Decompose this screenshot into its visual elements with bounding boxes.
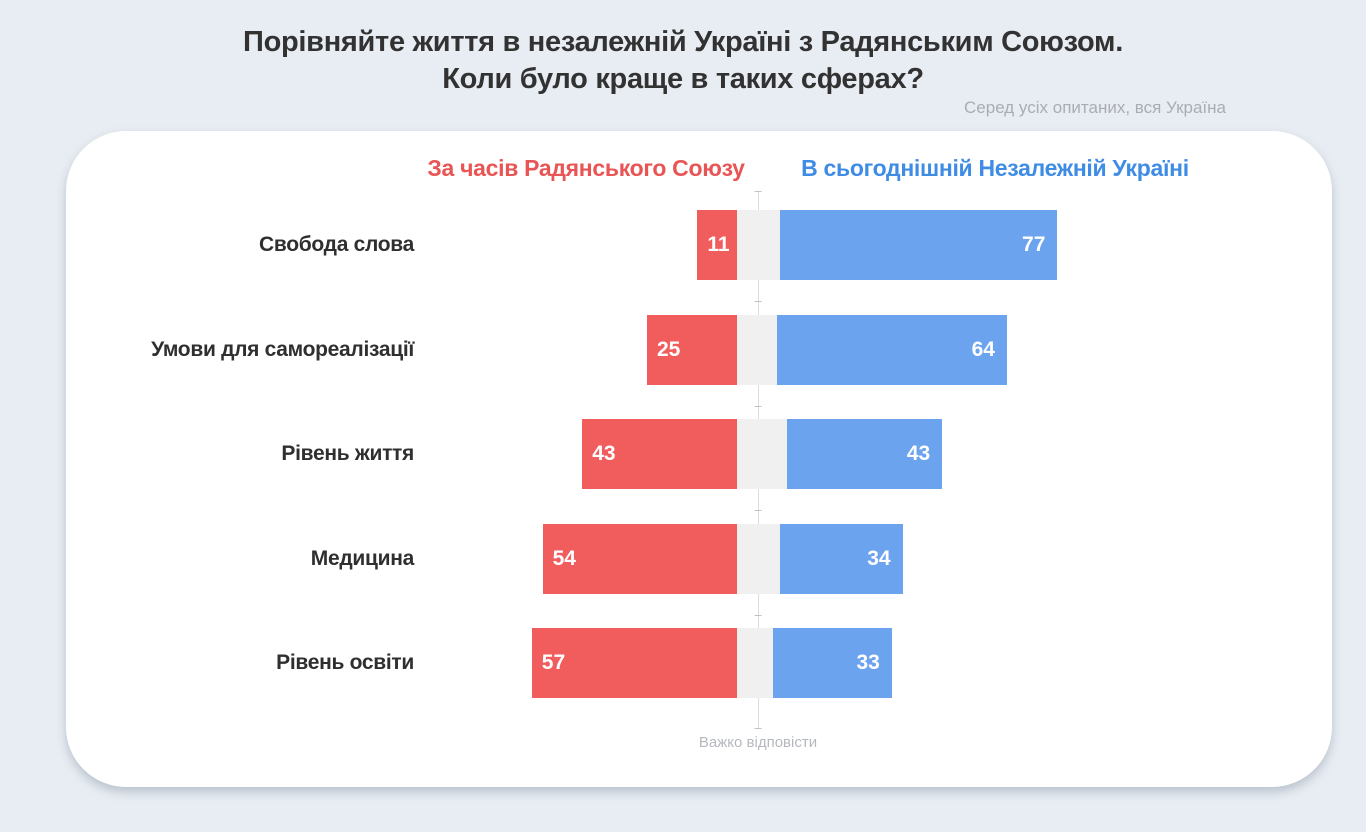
- ukraine-value: 33: [856, 651, 880, 674]
- axis-tick: [754, 405, 762, 407]
- center-axis-label: Важко відповісти: [698, 734, 818, 751]
- soviet-value: 25: [657, 337, 681, 361]
- ukraine-bar: 34: [780, 523, 903, 594]
- soviet-value: 57: [541, 651, 566, 674]
- chart-subtitle: Серед усіх опитаних, вся Україна: [964, 98, 1226, 117]
- chart-title-line1: Порівняйте життя в незалежній Україні з …: [243, 26, 1123, 58]
- soviet-value: 43: [592, 442, 616, 465]
- ukraine-value: 77: [1022, 233, 1046, 256]
- category-label: Свобода слова: [259, 233, 414, 256]
- soviet-bar: 25: [647, 314, 737, 385]
- neutral-gap-segment: [737, 419, 788, 489]
- plot-area: Важко відповісти Свобода слова 11 77 Умови …: [66, 131, 1332, 787]
- chart-card: За часів Радянського Союзу В сьогоднішні…: [66, 131, 1332, 787]
- chart-title: Порівняйте життя в незалежній Україні з …: [0, 24, 1366, 98]
- neutral-gap-segment: [737, 314, 777, 385]
- category-label: Рівень освіти: [276, 651, 414, 674]
- ukraine-bar: 77: [780, 210, 1058, 280]
- soviet-bar: 57: [531, 628, 737, 698]
- category-label: Умови для самореалізації: [151, 337, 414, 361]
- ukraine-value: 64: [971, 337, 995, 361]
- soviet-value: 54: [552, 546, 576, 570]
- axis-tick: [754, 728, 762, 729]
- legend-soviet-label: За часів Радянського Союзу: [427, 155, 745, 181]
- axis-tick: [754, 510, 762, 511]
- category-label: Рівень життя: [281, 442, 414, 465]
- ukraine-value: 34: [867, 546, 891, 570]
- axis-tick: [754, 301, 762, 302]
- axis-tick: [754, 614, 762, 616]
- soviet-bar: 54: [542, 523, 737, 594]
- legend-ukraine-label: В сьогоднішній Незалежній Україні: [801, 155, 1189, 181]
- axis-tick: [754, 191, 762, 192]
- soviet-bar: 43: [582, 419, 737, 489]
- neutral-gap-segment: [737, 210, 781, 280]
- neutral-gap-segment: [737, 523, 781, 594]
- neutral-gap-segment: [737, 628, 773, 698]
- ukraine-bar: 33: [773, 628, 892, 698]
- category-label: Медицина: [310, 546, 415, 570]
- ukraine-value: 43: [906, 442, 931, 465]
- soviet-bar: 11: [697, 210, 737, 280]
- chart-title-line2: Коли було краще в таких сферах?: [442, 63, 924, 95]
- ukraine-bar: 64: [776, 314, 1007, 385]
- soviet-value: 11: [707, 233, 730, 256]
- ukraine-bar: 43: [787, 419, 943, 489]
